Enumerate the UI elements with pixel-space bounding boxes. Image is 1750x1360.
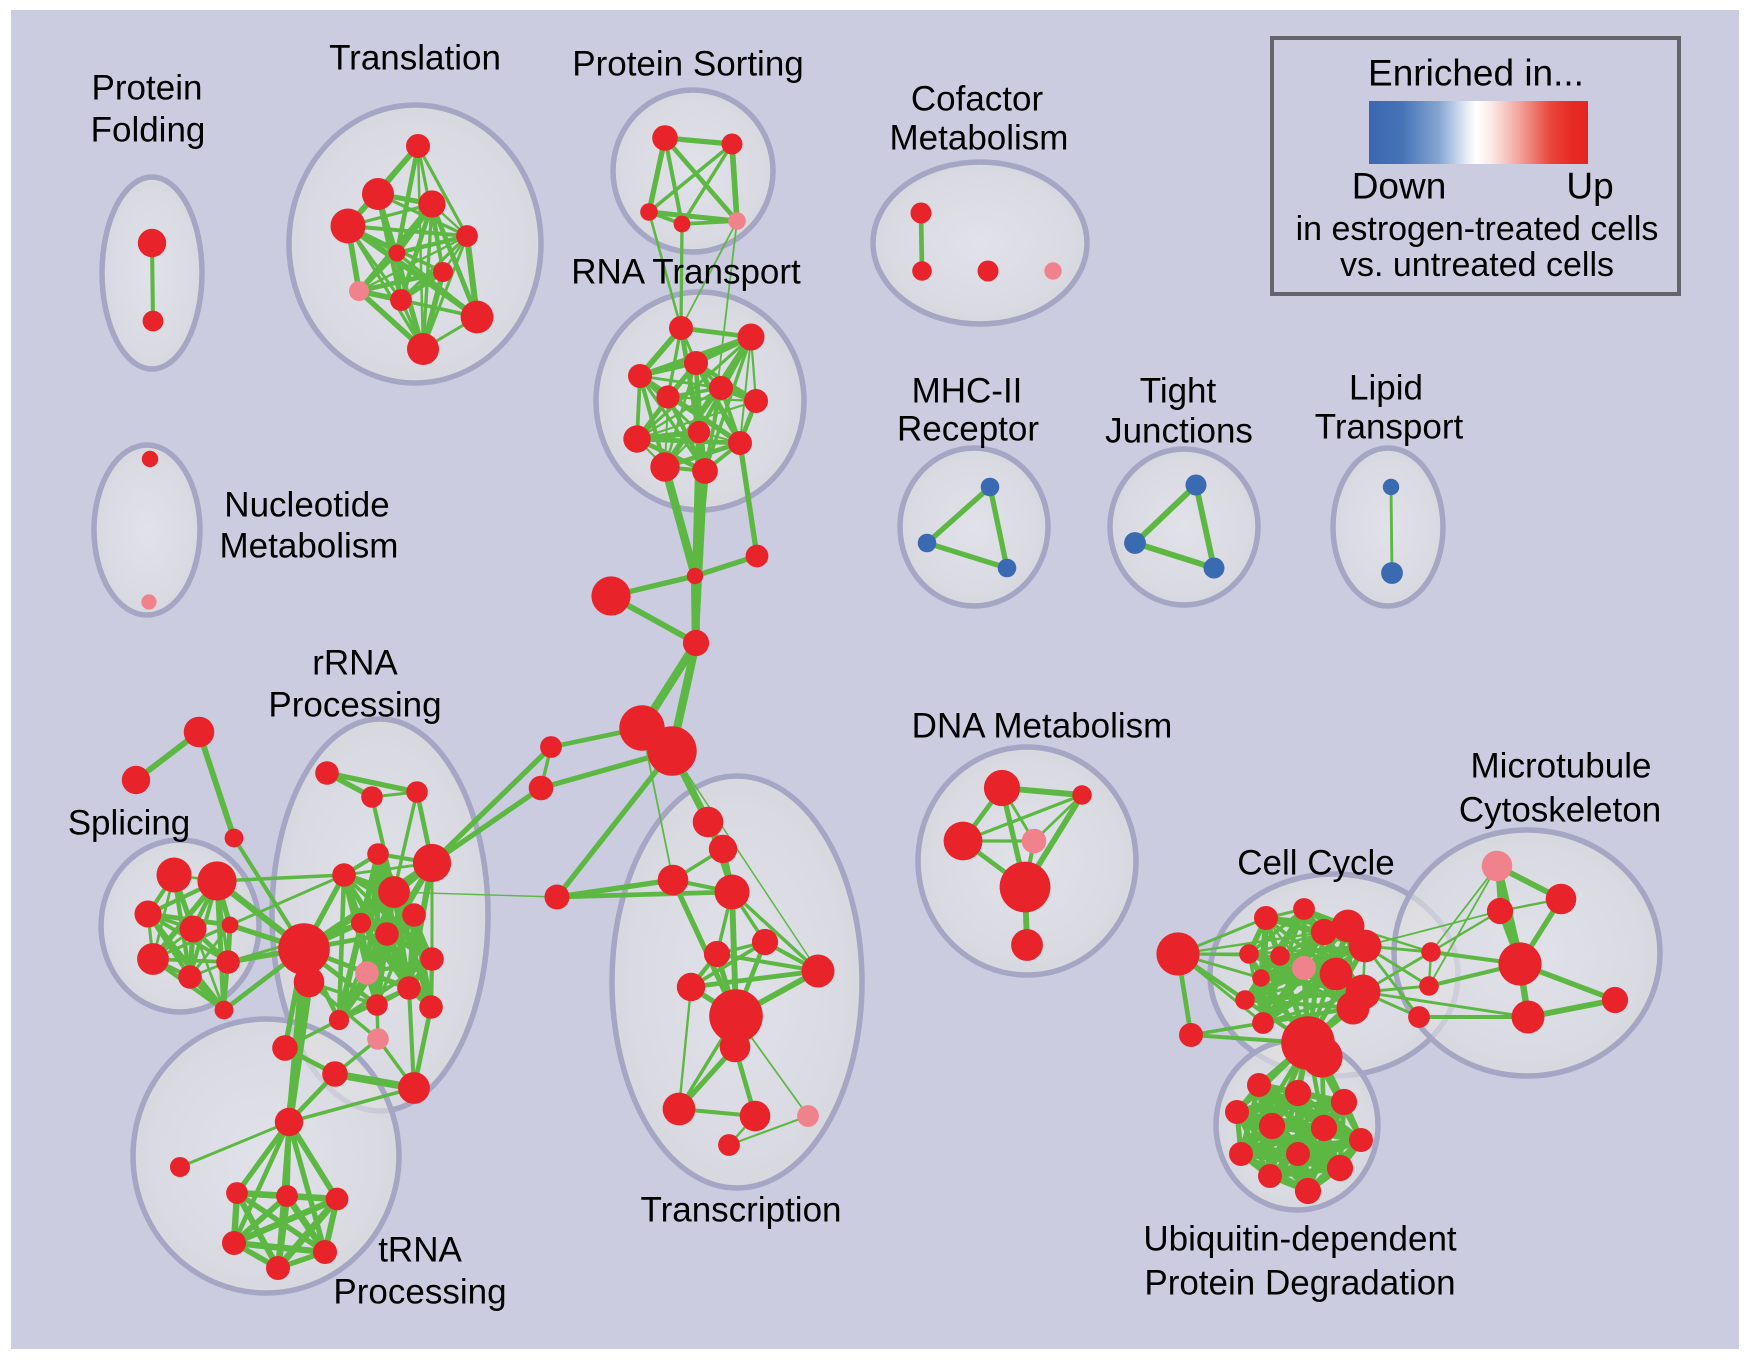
svg-text:Lipid: Lipid [1349,369,1423,408]
svg-text:in estrogen-treated cells: in estrogen-treated cells [1296,210,1659,248]
svg-text:Enriched in...: Enriched in... [1368,53,1584,94]
svg-text:Microtubule: Microtubule [1471,747,1652,786]
svg-text:Transcription: Transcription [641,1191,842,1230]
svg-text:tRNA: tRNA [378,1231,462,1270]
svg-text:RNA Transport: RNA Transport [571,253,801,292]
svg-text:Cytoskeleton: Cytoskeleton [1459,791,1661,830]
svg-text:Down: Down [1352,166,1447,207]
svg-text:Cofactor: Cofactor [911,80,1044,119]
svg-text:Metabolism: Metabolism [890,119,1069,158]
svg-text:Nucleotide: Nucleotide [224,486,389,525]
svg-text:MHC-II: MHC-II [912,372,1023,411]
svg-text:DNA Metabolism: DNA Metabolism [912,707,1173,746]
svg-text:Processing: Processing [333,1273,506,1312]
svg-text:Protein: Protein [92,69,203,108]
svg-text:Protein Sorting: Protein Sorting [572,45,804,84]
svg-text:Cell Cycle: Cell Cycle [1237,844,1395,883]
svg-text:Tight: Tight [1140,372,1217,411]
svg-text:Folding: Folding [91,111,206,150]
svg-text:Metabolism: Metabolism [220,527,399,566]
svg-text:Ubiquitin-dependent: Ubiquitin-dependent [1143,1220,1457,1259]
svg-text:Receptor: Receptor [897,410,1039,449]
svg-text:vs. untreated cells: vs. untreated cells [1340,246,1614,284]
svg-text:Protein Degradation: Protein Degradation [1144,1264,1455,1303]
svg-text:Transport: Transport [1315,408,1464,447]
svg-text:Translation: Translation [329,39,501,78]
svg-text:Processing: Processing [268,686,441,725]
svg-text:Junctions: Junctions [1105,412,1253,451]
svg-text:Up: Up [1566,166,1613,207]
svg-text:Splicing: Splicing [68,804,191,843]
svg-text:rRNA: rRNA [312,644,398,683]
